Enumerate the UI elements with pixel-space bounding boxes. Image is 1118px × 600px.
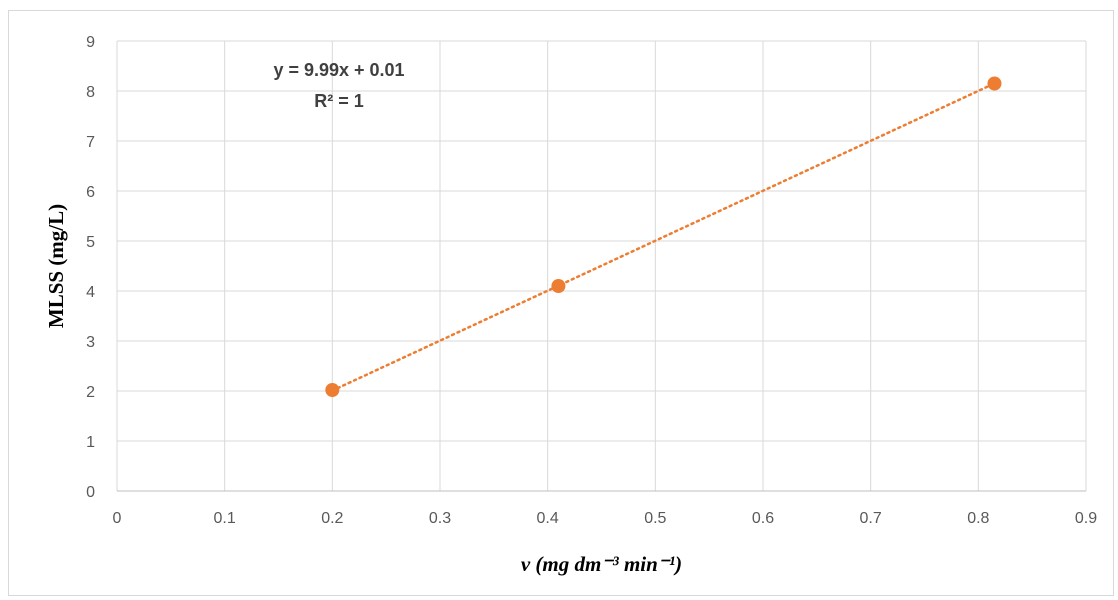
- x-tick-label: 0.5: [644, 510, 666, 527]
- y-tick-label: 0: [86, 484, 95, 501]
- data-point: [551, 279, 566, 293]
- y-axis-title: MLSS (mg/L): [44, 204, 68, 328]
- y-tick-label: 6: [86, 184, 95, 201]
- y-tick-label: 3: [86, 334, 95, 351]
- y-tick-label: 5: [86, 234, 95, 251]
- y-tick-label: 7: [86, 134, 95, 151]
- x-tick-label: 0.7: [860, 510, 882, 527]
- grid: [116, 40, 1087, 492]
- x-tick-label: 0: [113, 510, 122, 527]
- data-point: [987, 76, 1002, 91]
- trendline: [331, 82, 996, 392]
- x-tick-label: 0.2: [321, 510, 343, 527]
- data-point: [325, 383, 340, 397]
- x-tick-label: 0.9: [1075, 510, 1097, 527]
- y-tick-label: 9: [86, 34, 95, 51]
- y-tick-label: 4: [86, 284, 95, 301]
- trendline-group: [331, 82, 996, 392]
- x-tick-labels: 0 0.1 0.2 0.3 0.4 0.5 0.6 0.7 0.8 0.9: [113, 510, 1098, 527]
- scatter-chart: 0 0.1 0.2 0.3 0.4 0.5 0.6 0.7 0.8 0.9 0123456789 …: [44, 34, 1098, 576]
- y-tick-label: 2: [86, 384, 95, 401]
- x-tick-label: 0.6: [752, 510, 774, 527]
- trendline-equation: y = 9.99x + 0.01: [273, 60, 404, 80]
- x-tick-label: 0.4: [537, 510, 559, 527]
- y-tick-label: 8: [86, 84, 95, 101]
- y-tick-label: 1: [86, 434, 95, 451]
- x-tick-label: 0.8: [967, 510, 989, 527]
- x-tick-label: 0.1: [214, 510, 236, 527]
- x-tick-label: 0.3: [429, 510, 451, 527]
- x-axis-title: v (mg dm⁻³ min⁻¹): [521, 552, 682, 576]
- data-points: [325, 76, 1002, 397]
- trendline-r-squared: R² = 1: [314, 91, 364, 111]
- y-tick-labels: 0 1 2 3 4 5 6 7 8 9: [86, 34, 95, 501]
